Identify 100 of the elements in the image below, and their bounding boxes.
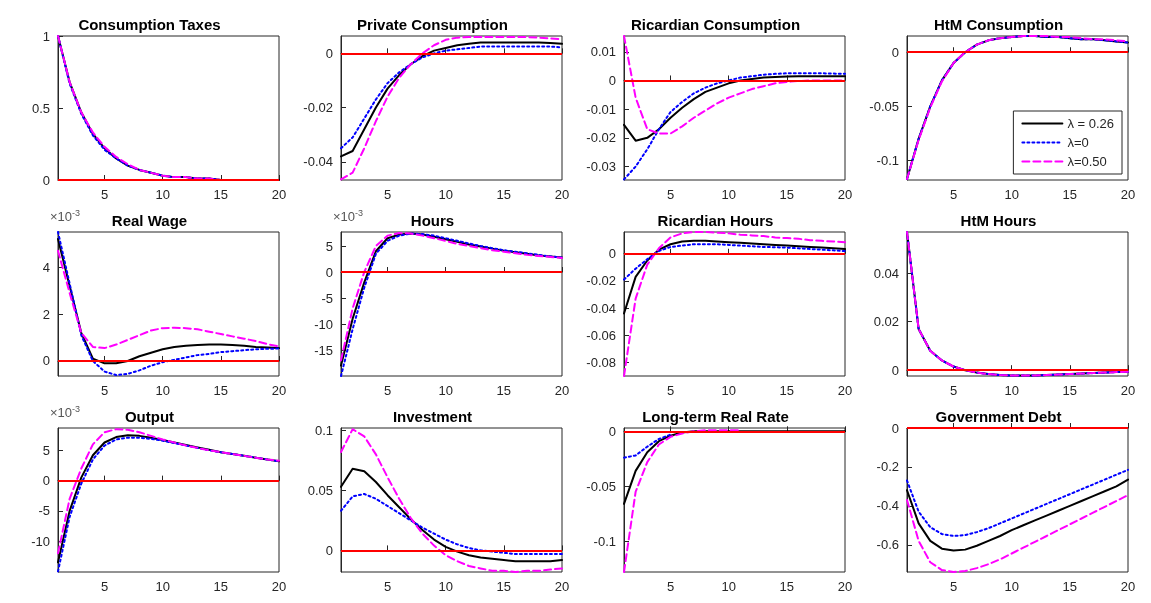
x-tick-label: 10 [1004,579,1019,594]
x-tick-label: 10 [438,579,453,594]
y-tick-label: 0.5 [31,100,50,116]
y-tick-label: 0.1 [314,422,333,438]
y-tick-label: -15 [314,342,333,358]
x-tick-label: 5 [383,187,392,202]
y-tick-label: 5 [42,442,50,458]
x-tick-label: 20 [837,187,853,202]
y-tick-label: -0.02 [303,100,333,116]
x-tick-label: 15 [496,187,512,202]
x-tick-label: 15 [779,579,795,594]
y-tick-label: -0.1 [593,533,616,549]
y-tick-label: -5 [38,503,50,519]
x-tick-label: 10 [438,187,453,202]
x-tick-label: 5 [100,579,109,594]
chart-title: HtM Hours [960,212,1037,229]
legend-label: λ=0 [1067,135,1089,150]
y-tick-label: 0.01 [590,44,616,60]
y-tick-label: 5 [325,238,333,254]
y-tick-label: -0.08 [586,354,616,370]
y-tick-label: 0 [325,45,333,61]
y-tick-label: 0.02 [873,314,899,330]
x-tick-label: 5 [100,187,109,202]
chart-title: Investment [392,408,473,425]
y-tick-label: -0.05 [586,478,616,494]
chart-title: Consumption Taxes [78,16,221,33]
x-tick-label: 15 [779,187,795,202]
y-tick-label: -0.05 [869,98,899,114]
x-tick-label: 5 [666,579,675,594]
y-tick-label: -0.4 [876,498,899,514]
x-tick-label: 5 [949,383,958,398]
x-tick-label: 15 [213,187,229,202]
x-tick-label: 10 [1004,383,1019,398]
x-tick-label: 20 [554,187,570,202]
legend-label: λ = 0.26 [1067,116,1115,131]
y-tick-label: -0.04 [303,154,333,170]
y-tick-label: -0.1 [876,153,899,169]
y-tick-label: 0 [608,423,616,439]
y-tick-label: 1 [42,28,50,44]
x-tick-label: 20 [1120,579,1136,594]
chart-title: Ricardian Consumption [630,16,801,33]
x-tick-label: 5 [100,383,109,398]
x-tick-label: 20 [271,579,287,594]
y-tick-label: -10 [314,316,333,332]
x-tick-label: 15 [1062,579,1078,594]
y-tick-label: 0 [325,264,333,280]
x-tick-label: 20 [271,383,287,398]
x-tick-label: 10 [155,383,170,398]
y-tick-label: -0.02 [586,130,616,146]
x-tick-label: 15 [779,383,795,398]
y-tick-label: -0.04 [586,300,616,316]
x-tick-label: 15 [496,579,512,594]
x-tick-label: 10 [438,383,453,398]
y-tick-label: -10 [31,533,50,549]
x-tick-label: 10 [155,187,170,202]
x-tick-label: 20 [271,187,287,202]
x-tick-label: 10 [721,579,736,594]
y-tick-label: 0 [42,473,50,489]
y-tick-label: 0.05 [307,482,333,498]
x-tick-label: 20 [837,383,853,398]
y-tick-label: 0 [608,72,616,88]
x-tick-label: 5 [666,187,675,202]
x-tick-label: 20 [837,579,853,594]
y-tick-label: 0 [325,542,333,558]
y-tick-label: -0.6 [876,537,899,553]
y-tick-label: 4 [42,259,50,275]
y-tick-label: 0 [42,172,50,188]
x-tick-label: 10 [721,383,736,398]
x-tick-label: 5 [383,383,392,398]
x-tick-label: 5 [949,579,958,594]
chart-title: Real Wage [111,212,188,229]
x-tick-label: 10 [155,579,170,594]
x-tick-label: 5 [949,187,958,202]
y-tick-label: -0.03 [586,159,616,175]
x-tick-label: 15 [1062,383,1078,398]
y-tick-label: 0 [42,353,50,369]
y-tick-label: 0 [891,420,899,436]
legend-label: λ=0.50 [1067,154,1107,169]
x-tick-label: 15 [1062,187,1078,202]
chart-title: Ricardian Hours [657,212,774,229]
y-tick-label: 2 [42,306,50,322]
y-tick-label: 0.04 [873,265,899,281]
chart-title: HtM Consumption [933,16,1064,33]
chart-title: Private Consumption [357,16,508,33]
y-tick-label: 0 [891,44,899,60]
x-tick-label: 20 [554,383,570,398]
y-tick-label: 0 [891,362,899,378]
x-tick-label: 5 [383,579,392,594]
chart-title: Hours [410,212,455,229]
y-tick-label: 0 [608,246,616,262]
chart-title: Output [124,408,175,425]
y-tick-label: -0.01 [586,101,616,117]
x-tick-label: 20 [1120,383,1136,398]
x-tick-label: 5 [666,383,675,398]
x-tick-label: 20 [554,579,570,594]
y-tick-label: -0.06 [586,327,616,343]
x-tick-label: 15 [213,383,229,398]
y-tick-label: -5 [321,290,333,306]
y-tick-label: -0.02 [586,273,616,289]
x-tick-label: 10 [721,187,736,202]
